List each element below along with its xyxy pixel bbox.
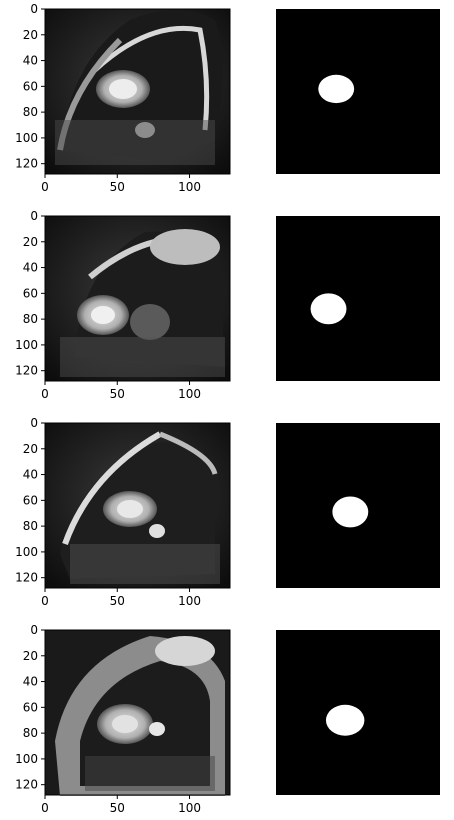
mask-blob-2: [310, 293, 347, 325]
y-tick-label: 0: [30, 209, 38, 223]
y-tick-label: 20: [23, 235, 38, 249]
axes-frame-2: [44, 215, 231, 382]
y-tick-label: 120: [15, 778, 38, 792]
y-tick-label: 120: [15, 157, 38, 171]
mask-panel-4: [276, 630, 440, 795]
y-tick-label: 60: [23, 700, 38, 714]
mri-scan-4: [45, 630, 230, 796]
x-tick-label: 0: [41, 801, 49, 815]
x-tick-label: 100: [178, 180, 201, 194]
x-tick-label: 50: [110, 594, 125, 608]
x-tick-label: 100: [178, 594, 201, 608]
mask-panel-2: [276, 216, 440, 381]
y-tick-label: 0: [30, 623, 38, 637]
mask-blob-3: [332, 496, 369, 528]
x-tick-label: 0: [41, 387, 49, 401]
x-tick-label: 0: [41, 180, 49, 194]
x-tick-label: 100: [178, 801, 201, 815]
y-tick-label: 40: [23, 54, 38, 68]
y-tick-label: 20: [23, 28, 38, 42]
y-tick-label: 100: [15, 545, 38, 559]
row-3: [45, 423, 440, 588]
y-tick-label: 20: [23, 649, 38, 663]
y-tick-label: 40: [23, 675, 38, 689]
y-tick-label: 60: [23, 286, 38, 300]
x-tick-label: 50: [110, 801, 125, 815]
row-4: [45, 630, 440, 796]
y-tick-label: 40: [23, 468, 38, 482]
x-tick-label: 100: [178, 387, 201, 401]
y-tick-label: 100: [15, 752, 38, 766]
y-tick-label: 0: [30, 416, 38, 430]
y-tick-label: 40: [23, 261, 38, 275]
y-tick-label: 60: [23, 79, 38, 93]
mask-panel-3: [276, 423, 440, 588]
mask-panel-1: [276, 9, 440, 174]
y-tick-label: 20: [23, 442, 38, 456]
x-tick-label: 50: [110, 387, 125, 401]
axes-frame-3: [44, 422, 231, 589]
y-tick-label: 100: [15, 338, 38, 352]
y-tick-label: 80: [23, 519, 38, 533]
y-tick-label: 80: [23, 726, 38, 740]
mri-scan-3: [45, 423, 230, 588]
y-tick-label: 80: [23, 312, 38, 326]
mask-blob-1: [318, 74, 355, 104]
axes-frame-4: [44, 629, 231, 796]
y-tick-label: 120: [15, 571, 38, 585]
y-tick-label: 100: [15, 131, 38, 145]
mri-scan-1: [45, 9, 230, 174]
mask-blob-4: [325, 704, 365, 736]
y-tick-label: 0: [30, 2, 38, 16]
row-1: [45, 9, 440, 174]
y-tick-label: 60: [23, 493, 38, 507]
axes-frame-1: [44, 8, 231, 175]
y-tick-label: 80: [23, 105, 38, 119]
x-tick-label: 50: [110, 180, 125, 194]
y-tick-label: 120: [15, 364, 38, 378]
x-tick-label: 0: [41, 594, 49, 608]
row-2: [45, 216, 440, 381]
mri-scan-2: [45, 216, 230, 381]
